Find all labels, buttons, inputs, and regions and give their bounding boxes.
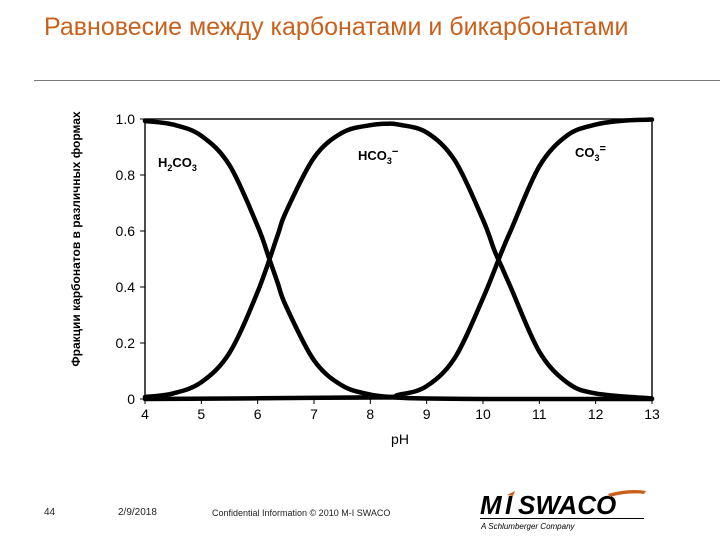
x-tick-label: 5 [197,406,205,422]
y-axis-label: Фракции карбонатов в различных формах [69,111,83,367]
x-axis-label: pH [391,431,409,447]
svg-text:A Schlumberger Company: A Schlumberger Company [480,522,576,531]
chart-series [142,117,655,402]
title-divider [34,80,720,81]
svg-text:I: I [505,490,513,520]
x-tick-label: 13 [644,406,660,422]
series-line-h2co3 [142,118,655,402]
confidential-notice: Confidential Information © 2010 M-I SWAC… [212,508,391,518]
x-tick-label: 7 [310,406,318,422]
series-label-h2co3: H2CO3 [158,155,197,173]
x-tick-label: 4 [141,406,149,422]
series-line-co3 [142,117,655,402]
y-tick-label: 0.4 [116,279,136,295]
y-tick-label: 0.8 [116,167,136,183]
slide-date: 2/9/2018 [118,507,157,518]
y-tick-label: 1.0 [116,111,136,127]
slide-number: 44 [44,507,56,518]
x-tick-label: 10 [475,406,491,422]
y-tick-label: 0.2 [116,335,136,351]
plot-frame [144,118,653,400]
series-label-hco3: HCO3− [358,146,398,166]
x-tick-label: 6 [254,406,262,422]
x-tick-label: 11 [532,406,547,422]
y-tick-label: 0.6 [116,223,136,239]
y-tick-label: 0 [127,391,135,407]
x-tick-label: 9 [423,406,431,422]
x-tick-label: 8 [366,406,374,422]
series-line-hco3 [142,121,655,401]
svg-text:M: M [480,490,503,520]
miswaco-logo: M I SWACO A Schlumberger Company [480,490,646,531]
svg-text:SWACO: SWACO [518,490,616,520]
slide-title: Равновесие между карбонатами и бикарбона… [44,13,629,41]
series-label-co3: CO3= [575,143,606,163]
chart-series-labels: H2CO3 HCO3− CO3= [158,143,606,173]
carbonate-fraction-chart: 4 5 6 7 8 9 10 11 12 13 0 0.2 0.4 0.6 0.8 1.0 H2CO3 HCO3… [69,111,660,447]
x-tick-label: 12 [588,406,604,422]
